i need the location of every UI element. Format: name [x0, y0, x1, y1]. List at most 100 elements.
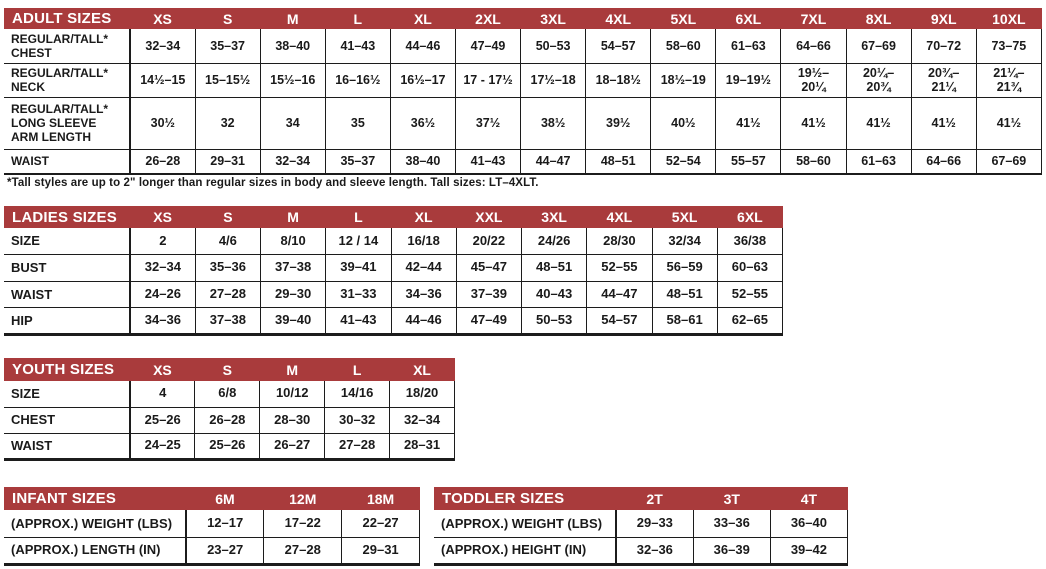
table-row: REGULAR/TALL* NECK 14½–15 15–15½ 15½–16 16–1…	[4, 62, 1043, 98]
size-cell: 14½–15	[129, 62, 196, 98]
table-row: SIZE 4 6/8 10/12 14/16 18/20	[4, 381, 455, 408]
column-header: M	[260, 206, 326, 228]
row-label: SIZE	[4, 381, 131, 408]
size-cell: 67–69	[845, 29, 912, 64]
size-cell: 36–40	[769, 510, 849, 538]
size-cell: 44–46	[389, 29, 456, 64]
column-header: 8XL	[846, 8, 912, 29]
size-cell: 17½–18	[520, 62, 587, 98]
size-cell: 20¼– 20¾	[845, 62, 912, 98]
size-cell: 45–47	[455, 254, 523, 282]
table-row: (APPROX.) LENGTH (IN) 23–27 27–28 29–31	[4, 536, 420, 564]
size-cell: 17–22	[263, 510, 343, 538]
size-cell: 6/8	[194, 381, 261, 408]
size-cell: 36½	[389, 96, 456, 150]
row-label: WAIST	[4, 280, 131, 308]
size-cell: 41½	[910, 96, 977, 150]
size-cell: 29–33	[615, 510, 694, 538]
size-cell: 58–60	[650, 29, 717, 64]
size-cell: 60–63	[716, 254, 784, 282]
row-label: REGULAR/TALL* CHEST	[4, 29, 131, 64]
column-header: 7XL	[780, 8, 847, 29]
size-cell: 37–39	[455, 280, 523, 308]
size-cell: 41–43	[325, 307, 392, 334]
column-header: 4T	[770, 487, 848, 510]
size-cell: 4/6	[194, 228, 262, 255]
size-cell: 16–16½	[324, 62, 391, 98]
tall-sizes-footnote: *Tall styles are up to 2" longer than re…	[7, 177, 539, 189]
row-label: SIZE	[4, 228, 131, 255]
size-cell: 26–28	[129, 148, 196, 174]
column-header: 6M	[186, 487, 264, 510]
table-row: REGULAR/TALL* LONG SLEEVE ARM LENGTH 30½ 3…	[4, 96, 1043, 150]
size-cell: 18/20	[389, 381, 455, 408]
size-cell: 35–37	[324, 148, 391, 174]
size-cell: 21¼– 21¾	[975, 62, 1043, 98]
size-cell: 41½	[715, 96, 782, 150]
column-header: 4XL	[586, 206, 652, 228]
size-cell: 35–36	[194, 254, 262, 282]
size-cell: 35–37	[194, 29, 261, 64]
size-cell: 18½–19	[650, 62, 717, 98]
table-row: HIP 34–36 37–38 39–40 41–43 44–46 47–49 50–53 54…	[4, 307, 784, 334]
size-cell: 15–15½	[194, 62, 261, 98]
size-cell: 18–18½	[585, 62, 652, 98]
column-header: XL	[389, 358, 455, 381]
size-cell: 52–55	[586, 254, 653, 282]
size-cell: 20¾– 21¼	[910, 62, 977, 98]
size-cell: 32–34	[129, 29, 196, 64]
size-cell: 16½–17	[389, 62, 456, 98]
size-cell: 41½	[845, 96, 912, 150]
table-title: INFANT SIZES	[4, 487, 186, 510]
table-row: REGULAR/TALL* CHEST 32–34 35–37 38–40 41–43 4…	[4, 29, 1043, 64]
table-row: SIZE 2 4/6 8/10 12 / 14 16/18 20/22 24/26 28/30 3…	[4, 228, 784, 255]
size-cell: 40–43	[520, 280, 588, 308]
table-title: YOUTH SIZES	[4, 358, 130, 381]
row-label: HIP	[4, 307, 131, 334]
table-title: LADIES SIZES	[4, 206, 130, 228]
table-row: WAIST 24–25 25–26 26–27 27–28 28–31	[4, 432, 455, 459]
toddler-sizes-table: TODDLER SIZES 2T 3T 4T (APPROX.) WEIGHT (LBS…	[434, 487, 849, 566]
column-header: 6XL	[715, 8, 781, 29]
size-cell: 15½–16	[259, 62, 326, 98]
size-cell: 47–49	[455, 307, 523, 334]
size-cell: 24–25	[129, 432, 196, 459]
size-cell: 27–28	[194, 280, 262, 308]
row-label: (APPROX.) LENGTH (IN)	[4, 536, 187, 564]
column-header: 3XL	[521, 206, 587, 228]
size-cell: 48–51	[585, 148, 652, 174]
size-cell: 31–33	[325, 280, 392, 308]
size-cell: 28–30	[259, 406, 326, 434]
size-cell: 12 / 14	[325, 228, 392, 255]
size-cell: 62–65	[716, 307, 784, 334]
size-cell: 56–59	[651, 254, 718, 282]
size-cell: 41–43	[454, 148, 522, 174]
table-title: TODDLER SIZES	[434, 487, 616, 510]
size-cell: 64–66	[910, 148, 977, 174]
size-cell: 58–60	[780, 148, 847, 174]
size-cell: 50–53	[520, 29, 587, 64]
size-cell: 16/18	[390, 228, 457, 255]
size-cell: 37½	[454, 96, 522, 150]
column-header: 9XL	[911, 8, 977, 29]
size-cell: 32–34	[259, 148, 326, 174]
column-header: S	[194, 358, 260, 381]
size-cell: 39½	[585, 96, 652, 150]
size-cell: 36/38	[716, 228, 784, 255]
size-cell: 58–61	[651, 307, 718, 334]
size-cell: 4	[129, 381, 196, 408]
column-header: XXL	[456, 206, 522, 228]
column-header: M	[259, 358, 325, 381]
size-cell: 32–36	[615, 536, 694, 564]
size-cell: 41½	[975, 96, 1043, 150]
size-cell: 61–63	[715, 29, 782, 64]
ladies-sizes-table: LADIES SIZES XS S M L XL XXL 3XL 4XL 5XL 6XL SIZE 2 4…	[4, 206, 784, 336]
column-header: S	[195, 206, 261, 228]
size-cell: 26–28	[194, 406, 261, 434]
table-row: WAIST 26–28 29–31 32–34 35–37 38–40 41–43 44–47…	[4, 148, 1043, 174]
infant-sizes-table: INFANT SIZES 6M 12M 18M (APPROX.) WEIGHT (LB…	[4, 487, 420, 566]
size-cell: 44–47	[586, 280, 653, 308]
column-header: 3T	[693, 487, 771, 510]
row-label: (APPROX.) WEIGHT (LBS)	[4, 510, 187, 538]
